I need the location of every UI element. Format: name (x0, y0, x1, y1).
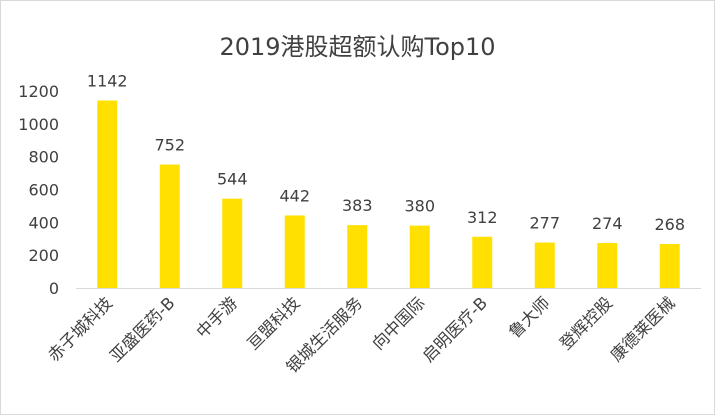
data-label: 274 (592, 214, 623, 233)
data-label: 442 (279, 186, 310, 205)
data-label: 277 (529, 214, 560, 233)
data-label: 380 (404, 197, 435, 216)
bar (284, 215, 305, 288)
data-label: 544 (217, 170, 248, 189)
bar (472, 236, 493, 288)
bar (159, 164, 180, 288)
bar (597, 243, 618, 288)
bar (409, 225, 430, 288)
bar (659, 244, 680, 288)
category-label: 鲁大师 (505, 293, 553, 341)
data-label: 383 (342, 196, 373, 215)
y-tick-label: 600 (28, 181, 59, 200)
data-label: 312 (467, 208, 498, 227)
y-tick-label: 400 (28, 213, 59, 232)
y-tick-label: 1200 (18, 82, 59, 101)
bar (222, 198, 243, 288)
y-tick-label: 1000 (18, 115, 59, 134)
bar (534, 242, 555, 288)
category-label: 亘盟科技 (243, 293, 303, 353)
y-tick-label: 0 (49, 279, 59, 298)
chart-title: 2019港股超额认购Top10 (219, 33, 496, 61)
bar (97, 100, 118, 288)
category-label: 康德莱医械 (607, 293, 679, 365)
data-label: 752 (154, 136, 185, 155)
category-label: 启明医疗-B (419, 293, 491, 365)
y-tick-label: 200 (28, 246, 59, 265)
bar (347, 225, 368, 288)
category-label: 赤子城科技 (44, 293, 116, 365)
category-label: 向中国际 (368, 293, 428, 353)
data-label: 268 (654, 215, 685, 234)
category-label: 登辉控股 (556, 293, 616, 353)
y-tick-label: 800 (28, 148, 59, 167)
data-label: 1142 (87, 72, 128, 91)
category-label: 亚盛医药-B (106, 293, 178, 365)
category-label: 中手游 (193, 293, 241, 341)
